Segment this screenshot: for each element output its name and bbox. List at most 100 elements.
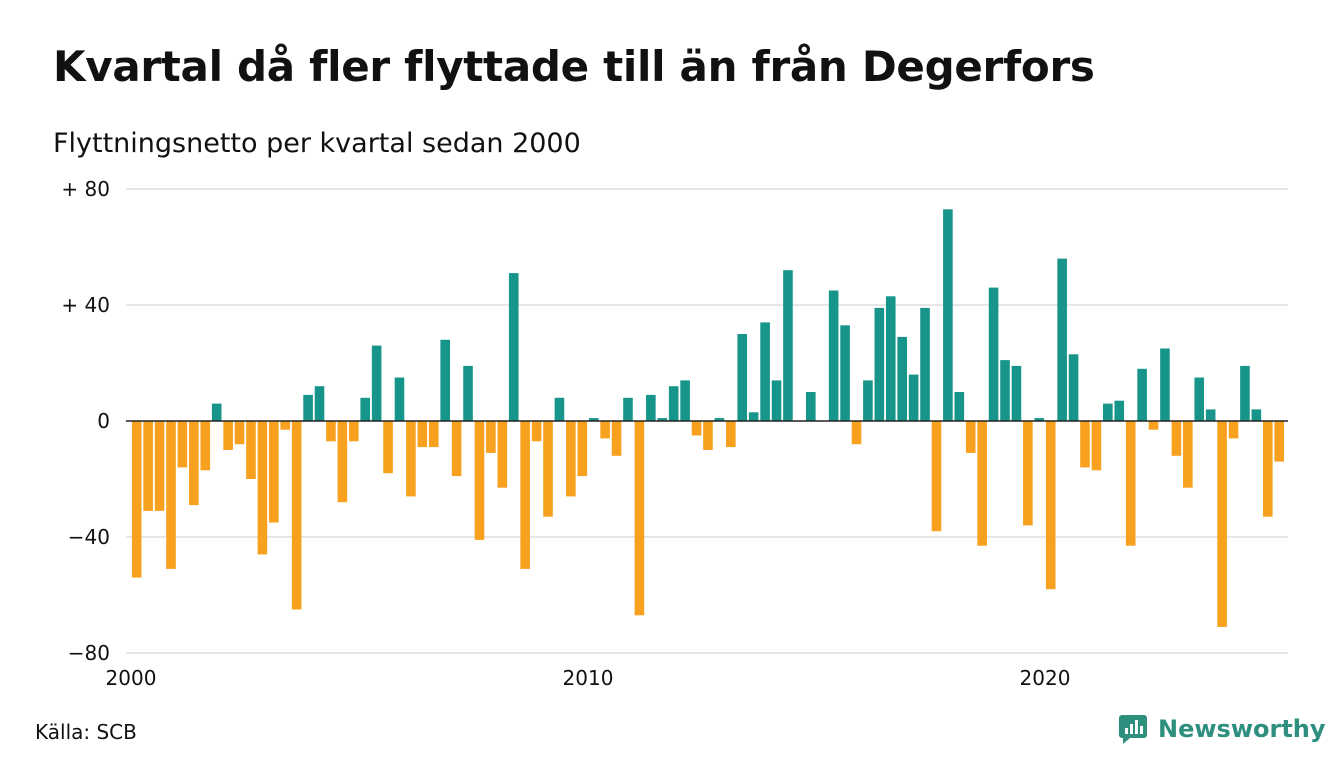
- bar: [1114, 400, 1125, 421]
- bar: [566, 421, 576, 497]
- bar: [657, 418, 668, 421]
- bar: [600, 421, 610, 439]
- bar: [863, 380, 873, 421]
- bars: [131, 209, 1285, 627]
- bar: [1125, 421, 1136, 546]
- bar: [554, 397, 565, 421]
- bar: [931, 421, 942, 532]
- bar: [166, 421, 176, 569]
- bar: [406, 421, 416, 497]
- bar: [885, 296, 896, 421]
- bar: [269, 421, 279, 523]
- bar: [908, 374, 919, 421]
- bar: [1057, 258, 1067, 421]
- bar: [474, 421, 485, 540]
- bar: [714, 418, 725, 421]
- y-tick-label: −80: [68, 641, 110, 665]
- bar: [154, 421, 165, 511]
- bar: [737, 334, 748, 421]
- bar: [143, 421, 153, 511]
- bar: [428, 421, 439, 448]
- bar: [1251, 409, 1262, 421]
- bar: [1103, 403, 1113, 421]
- bar: [383, 421, 393, 474]
- bar: [691, 421, 702, 436]
- bar: [611, 421, 622, 456]
- y-tick-label: + 40: [61, 293, 110, 317]
- bar: [943, 209, 953, 421]
- bar: [463, 365, 473, 421]
- bar: [1091, 421, 1102, 471]
- newsworthy-logo-icon: [1119, 715, 1147, 744]
- bar: [291, 421, 302, 610]
- bar: [988, 287, 999, 421]
- bar: [417, 421, 428, 448]
- chart-title: Kvartal då fler flyttade till än från De…: [53, 42, 1095, 91]
- bar: [1034, 418, 1045, 421]
- bar: [1262, 421, 1273, 517]
- x-axis-ticks: 2000 2010 2020: [106, 666, 1071, 690]
- bar: [303, 394, 313, 421]
- bar: [326, 421, 336, 442]
- bar: [486, 421, 496, 453]
- bar: [760, 322, 770, 421]
- bar: [851, 421, 862, 445]
- bar: [280, 421, 291, 430]
- bar: [314, 386, 325, 421]
- bar: [920, 307, 930, 421]
- bar: [440, 339, 450, 421]
- bar: [1080, 421, 1090, 468]
- brand-name: Newsworthy: [1158, 715, 1326, 743]
- x-tick-label: 2010: [563, 666, 614, 690]
- bar: [360, 397, 371, 421]
- bar: [451, 421, 462, 477]
- bar: [954, 392, 965, 421]
- bar: [588, 418, 599, 421]
- bar: [131, 421, 142, 578]
- bar: [1000, 360, 1010, 421]
- bar: [1240, 365, 1250, 421]
- bar: [257, 421, 268, 555]
- source-note: Källa: SCB: [35, 720, 137, 744]
- bar: [508, 273, 519, 421]
- bar: [771, 380, 782, 421]
- bar: [748, 412, 759, 421]
- y-tick-label: 0: [97, 409, 110, 433]
- bar: [1160, 348, 1170, 421]
- bar: [646, 394, 656, 421]
- x-tick-label: 2020: [1020, 666, 1071, 690]
- bar: [1274, 421, 1285, 462]
- bar: [177, 421, 188, 468]
- chart-subtitle: Flyttningsnetto per kvartal sedan 2000: [53, 128, 581, 159]
- bar: [1068, 354, 1079, 421]
- bar: [211, 403, 222, 421]
- bar: [234, 421, 245, 445]
- bar: [371, 345, 382, 421]
- bar: [348, 421, 359, 442]
- bar: [805, 392, 816, 421]
- x-tick-label: 2000: [106, 666, 157, 690]
- bar: [497, 421, 508, 488]
- bar: [828, 290, 839, 421]
- bar: [200, 421, 211, 471]
- bar: [189, 421, 199, 506]
- bar: [1228, 421, 1239, 439]
- bar: [1023, 421, 1033, 526]
- bar: [246, 421, 256, 479]
- bar: [680, 380, 690, 421]
- bar: [977, 421, 987, 546]
- bar: [1148, 421, 1159, 430]
- brand-logo: Newsworthy: [1118, 713, 1326, 745]
- bar: [840, 325, 850, 421]
- bar: [1183, 421, 1193, 488]
- bar: [531, 421, 542, 442]
- y-axis-ticks: + 80 + 40 0 −40 −80: [61, 177, 110, 665]
- bar: [1217, 421, 1227, 627]
- bar: [965, 421, 976, 453]
- bar: [1171, 421, 1182, 456]
- bar: [223, 421, 233, 450]
- bar: [1205, 409, 1216, 421]
- bar: [726, 421, 736, 448]
- bar: [874, 307, 885, 421]
- bar: [897, 336, 907, 421]
